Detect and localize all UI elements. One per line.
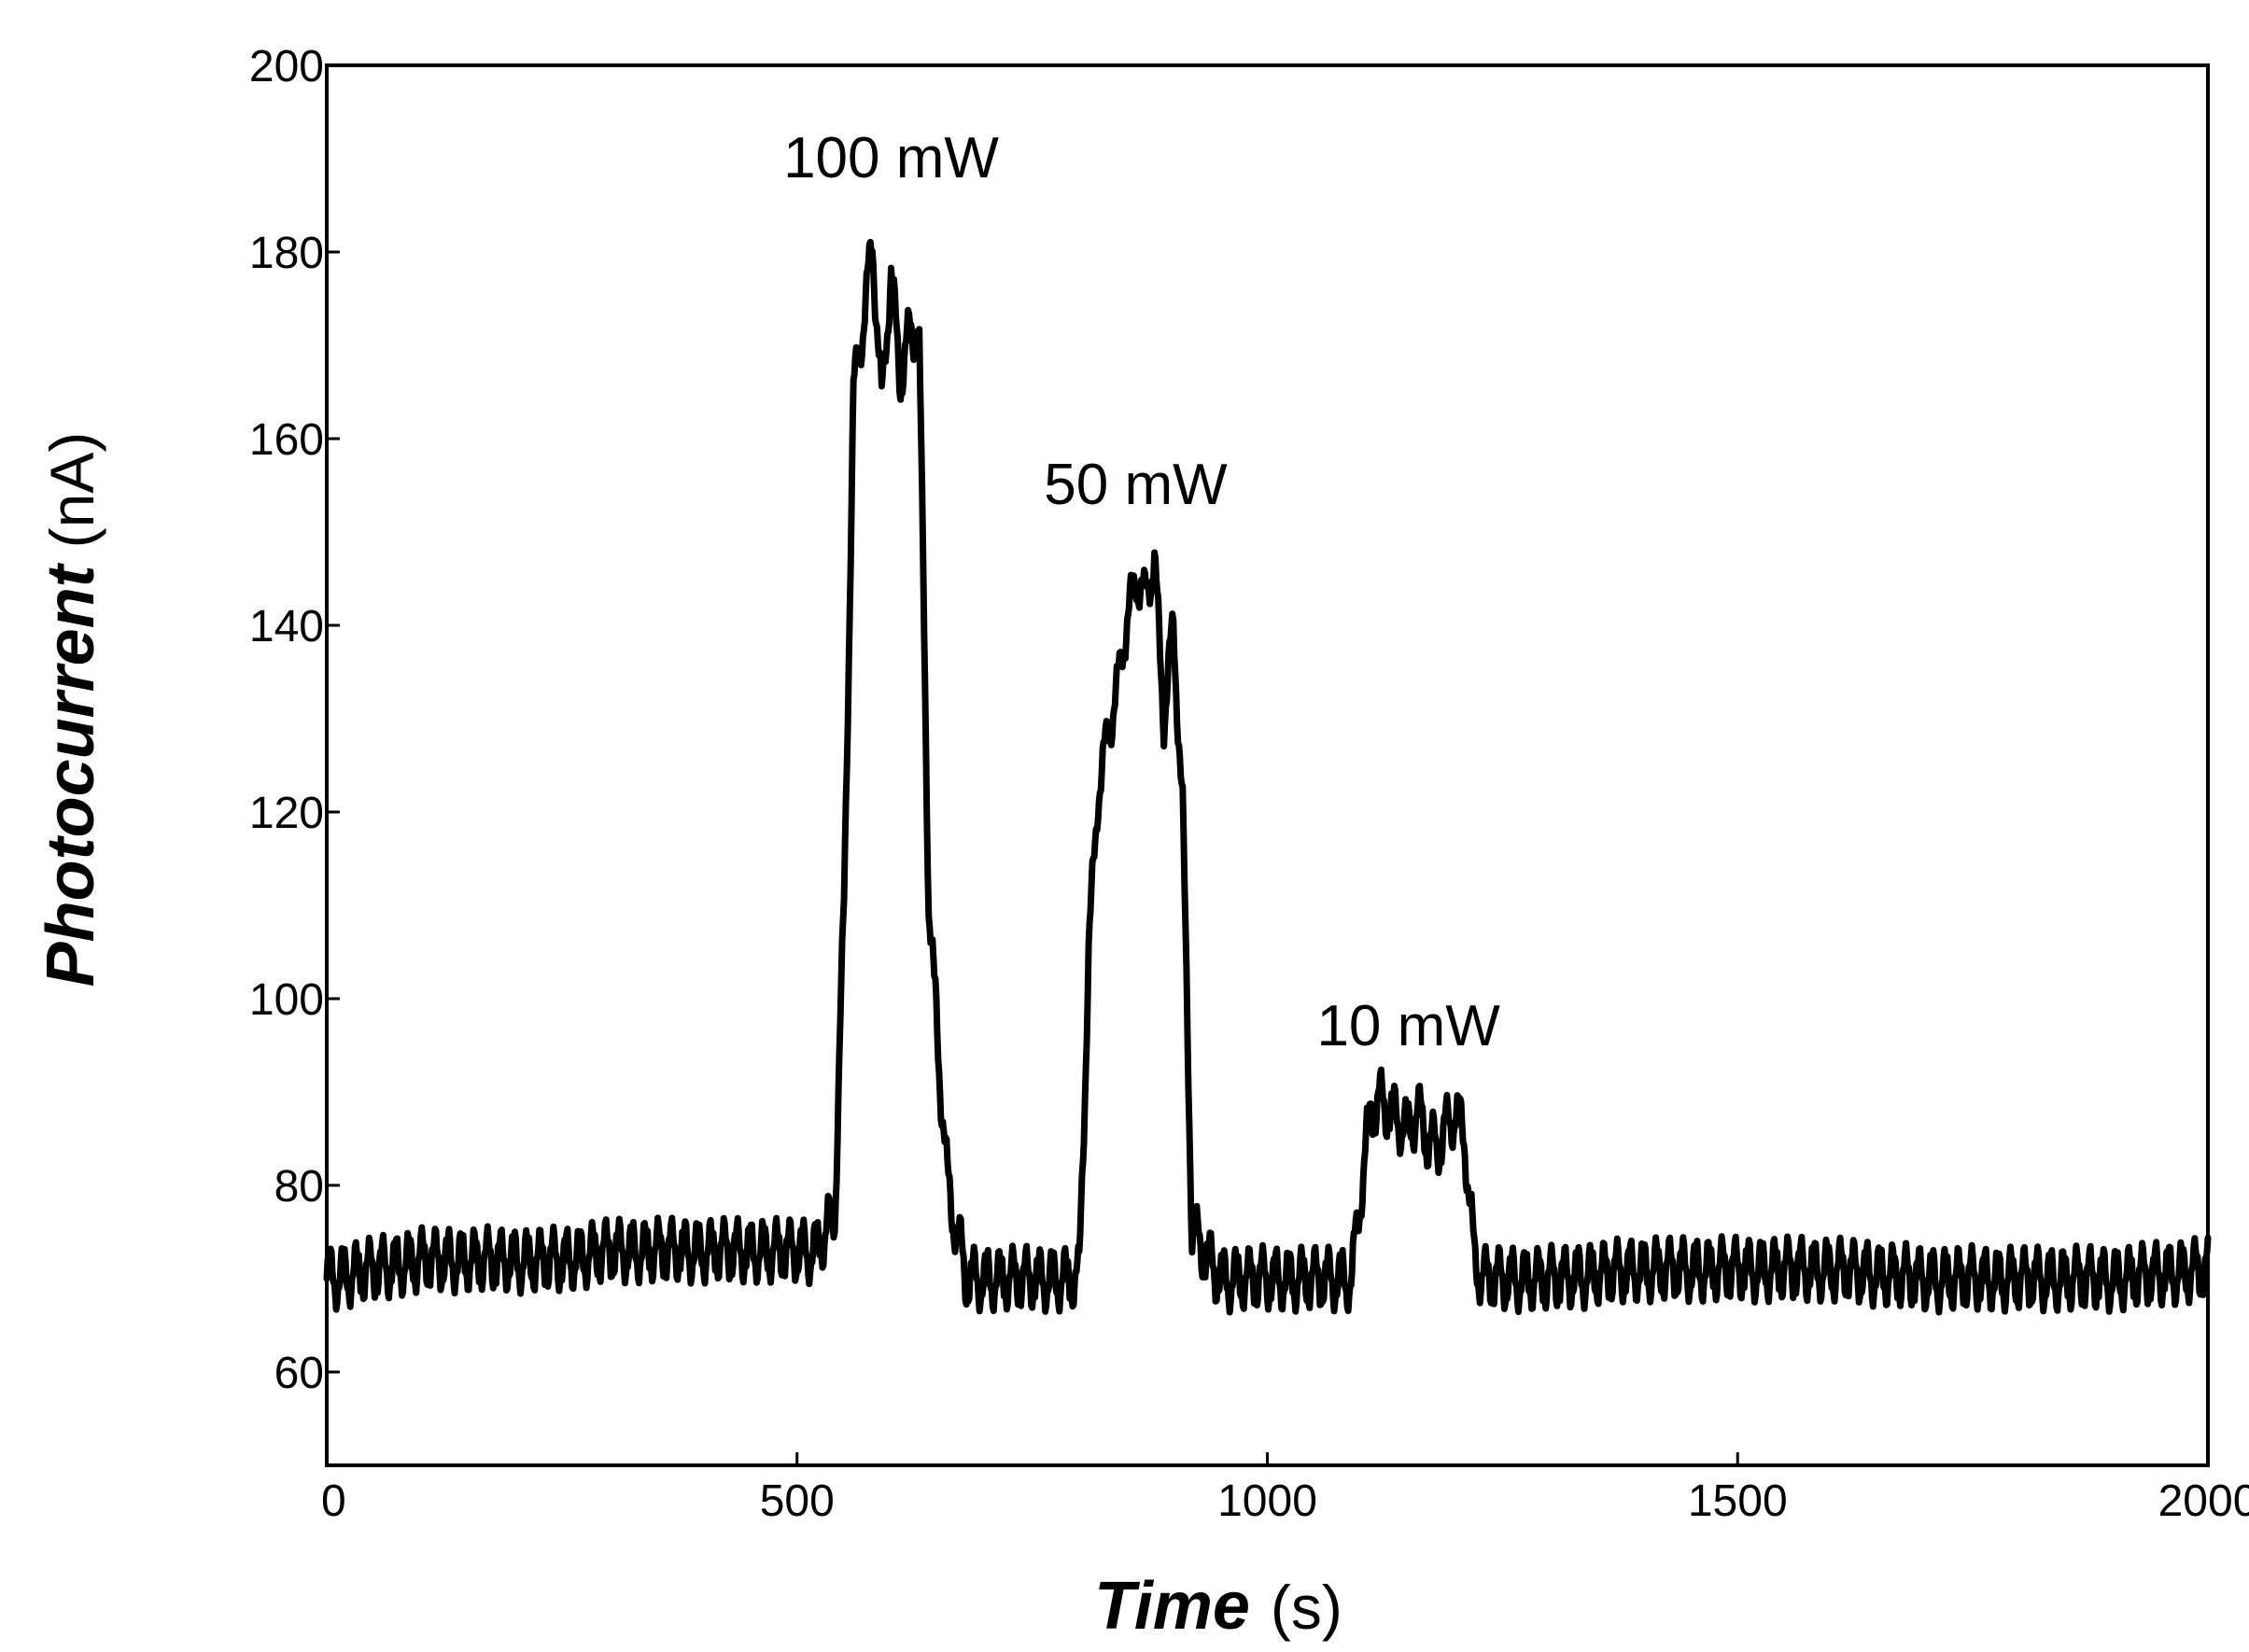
x-axis-ticks: 0 500 1000 1500 2000	[321, 1452, 2249, 1526]
y-tick-label: 100	[249, 975, 324, 1025]
x-tick-label: 2000	[2158, 1477, 2249, 1526]
y-axis-ticks: 60 80 100 120 140 160 180 200	[249, 42, 340, 1398]
x-tick-label: 1000	[1217, 1477, 1317, 1526]
y-axis-title: Photocurrent (nA)	[34, 432, 108, 987]
y-tick-label: 80	[274, 1162, 324, 1211]
power-annotation-label: 10 mW	[1316, 994, 1500, 1058]
y-tick-label: 200	[249, 42, 324, 91]
y-tick-label: 180	[249, 229, 324, 278]
y-tick-label: 60	[274, 1349, 324, 1398]
photocurrent-series-line	[323, 238, 2212, 1316]
x-axis-title: Time (s)	[1094, 1569, 1342, 1644]
x-tick-label: 500	[760, 1477, 835, 1526]
power-annotation-label: 100 mW	[783, 126, 999, 190]
y-tick-label: 120	[249, 789, 324, 838]
y-axis-unit: (nA)	[37, 432, 106, 549]
x-axis-unit: (s)	[1271, 1573, 1342, 1642]
x-axis-label: Time	[1094, 1569, 1250, 1644]
x-tick-label: 0	[321, 1477, 346, 1526]
y-tick-label: 160	[249, 415, 324, 465]
x-tick-label: 1500	[1688, 1477, 1788, 1526]
y-axis-label: Photocurrent	[34, 562, 108, 987]
y-tick-label: 140	[249, 602, 324, 651]
power-annotation-label: 50 mW	[1044, 453, 1228, 517]
power-annotations: 100 mW 50 mW 10 mW	[783, 126, 1500, 1058]
